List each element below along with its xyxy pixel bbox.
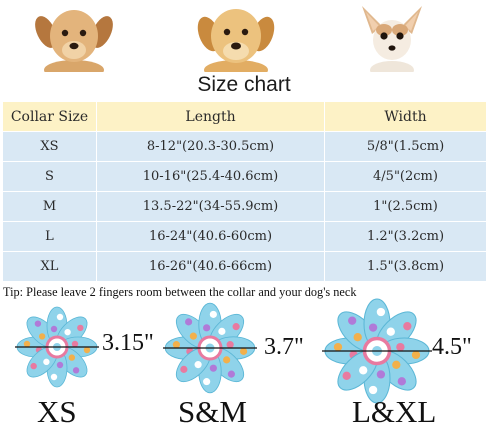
- puppy-photo-1: [35, 10, 113, 72]
- table-row: M 13.5-22"(34-55.9cm) 1"(2.5cm): [2, 191, 487, 222]
- table-row: XL 16-26"(40.6-66cm) 1.5"(3.8cm): [2, 251, 487, 282]
- bow-measure-lxl: 4.5": [432, 334, 472, 360]
- cell-length: 10-16"(25.4-40.6cm): [96, 161, 325, 192]
- dog-photos: [0, 0, 488, 72]
- cell-width: 5/8"(1.5cm): [324, 131, 487, 162]
- col-header-length: Length: [96, 101, 325, 132]
- bow-flower-sm: [163, 302, 257, 394]
- bow-label-sm: S&M: [178, 394, 247, 429]
- cell-length: 13.5-22"(34-55.9cm): [96, 191, 325, 222]
- bow-flower-xs: [15, 306, 99, 388]
- chihuahua-photo: [362, 6, 422, 72]
- bow-label-xs: XS: [37, 394, 77, 429]
- bow-flower-lxl: [322, 298, 432, 404]
- cell-width: 1.5"(3.8cm): [324, 251, 487, 282]
- cell-length: 16-26"(40.6-66cm): [96, 251, 325, 282]
- size-table: Collar Size Length Width XS 8-12"(20.3-3…: [2, 101, 487, 282]
- bow-measure-xs: 3.15": [102, 330, 154, 356]
- cell-size: L: [2, 221, 97, 252]
- bow-label-lxl: L&XL: [352, 394, 437, 429]
- cell-width: 1.2"(3.2cm): [324, 221, 487, 252]
- cell-size: XS: [2, 131, 97, 162]
- table-row: XS 8-12"(20.3-30.5cm) 5/8"(1.5cm): [2, 131, 487, 162]
- table-row: L 16-24"(40.6-60cm) 1.2"(3.2cm): [2, 221, 487, 252]
- puppy-photo-2: [197, 9, 275, 72]
- cell-size: XL: [2, 251, 97, 282]
- col-header-width: Width: [324, 101, 487, 132]
- table-header-row: Collar Size Length Width: [2, 101, 487, 132]
- cell-length: 8-12"(20.3-30.5cm): [96, 131, 325, 162]
- cell-width: 4/5"(2cm): [324, 161, 487, 192]
- cell-size: M: [2, 191, 97, 222]
- fit-tip: Tip: Please leave 2 fingers room between…: [3, 285, 357, 299]
- cell-size: S: [2, 161, 97, 192]
- col-header-collar-size: Collar Size: [2, 101, 97, 132]
- bow-measure-sm: 3.7": [264, 334, 304, 360]
- size-chart-title: Size chart: [197, 73, 291, 96]
- cell-length: 16-24"(40.6-60cm): [96, 221, 325, 252]
- table-row: S 10-16"(25.4-40.6cm) 4/5"(2cm): [2, 161, 487, 192]
- cell-width: 1"(2.5cm): [324, 191, 487, 222]
